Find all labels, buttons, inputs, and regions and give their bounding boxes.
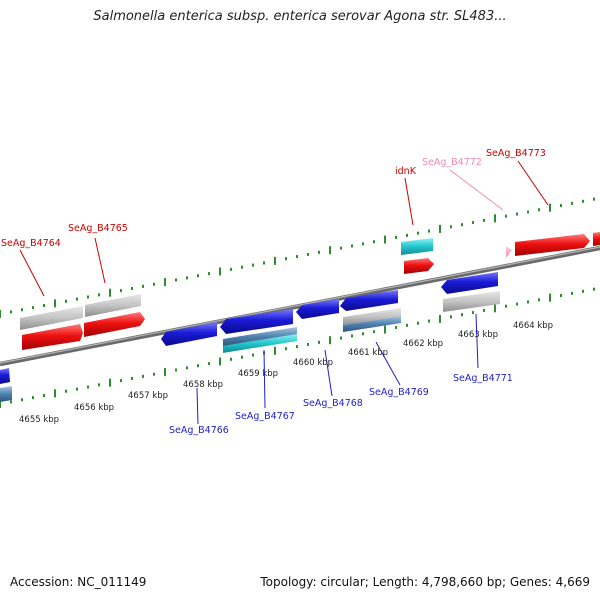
steel-feature-4769[interactable]: [343, 316, 401, 332]
label-connectors: [19, 160, 549, 425]
kbp-label: 4657 kbp: [128, 391, 168, 401]
kbp-label: 4663 kbp: [458, 330, 498, 340]
map-title: Salmonella enterica subsp. enterica sero…: [93, 9, 507, 24]
gene-label-SeAg_B4764[interactable]: SeAg_B4764: [1, 238, 61, 249]
gene-forward-partial[interactable]: [593, 232, 600, 246]
gene-SeAg_B4773[interactable]: [515, 234, 590, 256]
grey-feature-4764[interactable]: [20, 306, 83, 330]
gene-SeAg_B4764[interactable]: [22, 324, 83, 350]
genome-backbone-highlight: [0, 246, 600, 364]
kbp-label: 4659 kbp: [238, 369, 278, 379]
genome-backbone: [0, 245, 600, 367]
gene-label-SeAg_B4771[interactable]: SeAg_B4771: [453, 373, 513, 384]
gene-SeAg_B4771[interactable]: [441, 272, 498, 294]
gene-SeAg_B4769[interactable]: [340, 290, 398, 311]
kbp-label: 4661 kbp: [348, 348, 388, 358]
gene-labels: SeAg_B4764 SeAg_B4765 idnK SeAg_B4772 Se…: [1, 148, 546, 436]
grey-feature-4771[interactable]: [443, 291, 500, 312]
gene-label-SeAg_B4766[interactable]: SeAg_B4766: [169, 425, 229, 436]
gene-label-idnK[interactable]: idnK: [395, 166, 417, 177]
gene-SeAg_B4768[interactable]: [296, 299, 339, 319]
gene-SeAg_B4765[interactable]: [84, 312, 145, 337]
accession-text: Accession: NC_011149: [10, 575, 147, 589]
gene-label-SeAg_B4769[interactable]: SeAg_B4769: [369, 387, 429, 398]
cyan-feature-idnK[interactable]: [401, 238, 433, 255]
gene-label-SeAg_B4765[interactable]: SeAg_B4765: [68, 223, 128, 234]
gene-features: [0, 232, 600, 402]
kbp-labels: 4655 kbp 4656 kbp 4657 kbp 4658 kbp 4659…: [19, 321, 553, 425]
lower-tick-track: [0, 287, 595, 408]
upper-tick-track: [0, 197, 595, 318]
kbp-label: 4658 kbp: [183, 380, 223, 390]
kbp-label: 4656 kbp: [74, 403, 114, 413]
gene-reverse-partial[interactable]: [0, 368, 10, 384]
steel-feature-partial[interactable]: [0, 386, 12, 402]
gene-label-SeAg_B4767[interactable]: SeAg_B4767: [235, 411, 295, 422]
gene-SeAg_B4766[interactable]: [161, 322, 217, 346]
gene-label-SeAg_B4772[interactable]: SeAg_B4772: [422, 157, 482, 168]
grey-feature-4765[interactable]: [85, 294, 141, 317]
gene-label-SeAg_B4773[interactable]: SeAg_B4773: [486, 148, 546, 159]
kbp-label: 4664 kbp: [513, 321, 553, 331]
topology-summary: Topology: circular; Length: 4,798,660 bp…: [260, 575, 590, 589]
steel-feature-4767[interactable]: [223, 327, 297, 346]
gene-label-SeAg_B4768[interactable]: SeAg_B4768: [303, 398, 363, 409]
kbp-label: 4660 kbp: [293, 358, 333, 368]
cyan-feature-4767[interactable]: [223, 334, 297, 353]
gene-SeAg_B4767[interactable]: [220, 309, 293, 334]
grey-feature-4769[interactable]: [343, 308, 401, 325]
kbp-label: 4662 kbp: [403, 339, 443, 349]
kbp-label: 4655 kbp: [19, 415, 59, 425]
gene-idnK[interactable]: [404, 258, 434, 274]
gene-SeAg_B4772[interactable]: [506, 246, 512, 258]
